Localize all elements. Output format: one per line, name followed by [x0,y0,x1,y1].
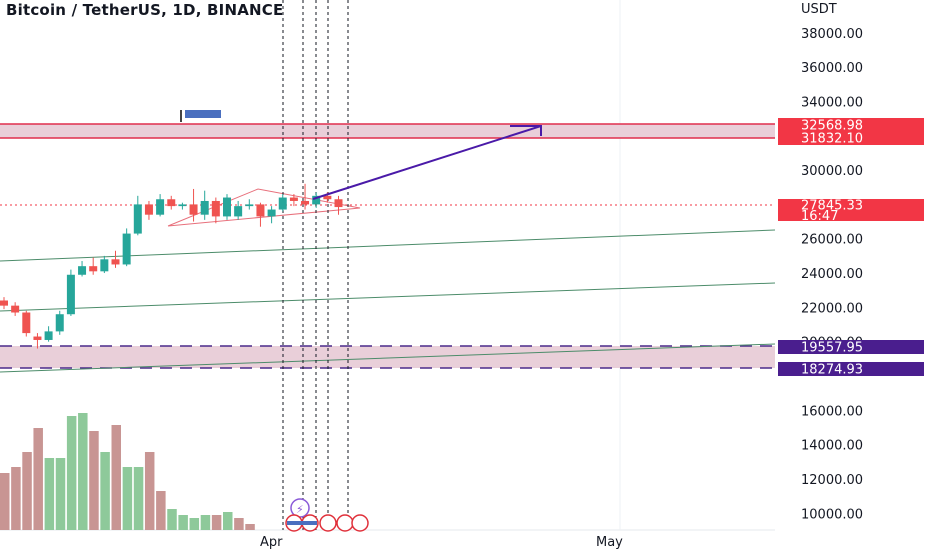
price-tick-label: 14000.00 [801,439,863,454]
price-tick-label: 36000.00 [801,61,863,76]
volume-bar [89,431,99,530]
channel-base-line[interactable] [0,343,776,373]
volume-bar [178,515,188,530]
candle-body[interactable] [234,206,243,217]
candles [0,183,343,349]
candle-body[interactable] [78,266,87,275]
event-flag-icon-5[interactable] [351,514,369,532]
support-top-badge-text: 19557.95 [801,341,863,356]
candle-body[interactable] [111,259,120,265]
candle-body[interactable] [89,266,98,272]
support-zone[interactable] [0,346,775,368]
volume-bar [0,473,10,530]
candle-body[interactable] [211,200,220,217]
volume-bar [122,467,133,530]
volume-bar [44,458,55,530]
candle-body[interactable] [301,200,310,205]
flag-icon[interactable] [185,110,221,118]
event-flag-icon-4[interactable] [336,514,354,532]
volume-bar [223,512,233,530]
time-label-apr: Apr [260,535,283,550]
candle-body[interactable] [100,259,109,272]
resistance-top-badge[interactable] [778,118,924,132]
last-price-badge[interactable] [778,199,924,221]
volume-bar [33,428,43,530]
volume-bar [100,452,110,530]
candle-body[interactable] [133,204,142,234]
candle-body[interactable] [323,195,332,200]
price-tick-label: 38000.00 [801,27,863,42]
resistance-top-badge-text: 32568.98 [801,119,863,134]
resistance-zone[interactable] [0,124,775,138]
candle-body[interactable] [144,204,153,215]
price-tick-label: 10000.00 [801,507,863,522]
projection-arrow-head[interactable] [510,125,542,136]
price-tick-label: 34000.00 [801,95,863,110]
candle-body[interactable] [66,274,75,315]
volume-bar [144,452,155,530]
candle-body[interactable] [11,305,20,313]
projection-arrow-line[interactable] [312,125,542,200]
volume-bar [11,467,21,530]
price-tick-label: 30000.00 [801,164,863,179]
price-axis-panel[interactable] [775,0,932,550]
volume-bar [55,458,66,530]
volume-bar [189,518,200,530]
price-tick-label: 16000.00 [801,404,863,419]
channel-lower-line[interactable] [0,282,776,312]
price-axis-unit: USDT [801,2,837,17]
candle-body[interactable] [200,200,209,215]
last-price-value: 27845.33 [801,199,863,214]
candle-body[interactable] [245,204,254,207]
lightning-icon-glyph: ⚡ [296,503,304,516]
volume-bar [22,452,32,530]
candle-body[interactable] [289,197,298,201]
support-bottom-badge[interactable] [778,362,924,376]
candle-body[interactable] [334,199,343,208]
event-flag-icon-3[interactable] [319,514,337,532]
candle-body[interactable] [33,336,42,340]
price-tick-label: 12000.00 [801,473,863,488]
support-bottom-badge-text: 18274.93 [801,363,863,378]
candle-body[interactable] [122,233,131,265]
flag-pole [180,110,182,122]
price-tick-label: 24000.00 [801,267,863,282]
candle-body[interactable] [267,209,276,217]
support-top-badge[interactable] [778,340,924,354]
resistance-bottom-badge-text: 31832.10 [801,132,863,147]
chart-title: Bitcoin / TetherUS, 1D, BINANCE [6,1,284,19]
candle-body[interactable] [156,199,165,215]
volume-bar [66,416,77,530]
volume-bar [133,467,144,530]
volume-bar [156,491,166,530]
candle-body[interactable] [55,314,64,332]
candle-body[interactable] [312,195,321,205]
channel-upper-line[interactable] [0,229,776,262]
resistance-bottom-badge[interactable] [778,131,924,145]
price-tick-label: 26000.00 [801,233,863,248]
candle-body[interactable] [223,197,231,217]
candle-body[interactable] [44,331,53,340]
candle-body[interactable] [167,199,176,207]
candle-body[interactable] [189,204,198,215]
candle-body[interactable] [22,312,31,334]
candle-body[interactable] [0,300,8,306]
price-ticks: 38000.00 36000.00 34000.00 30000.00 26000.00… [801,27,863,522]
candle-countdown: 16:47 [801,209,838,224]
candle-body[interactable] [256,204,265,217]
price-tick-label: 22000.00 [801,301,863,316]
event-bar-icon [287,521,317,525]
volume-bar [78,413,88,530]
volume-bar [167,509,177,530]
candle-body[interactable] [178,204,187,207]
volume-bar [234,518,244,530]
volume-bar [111,425,121,530]
time-label-may: May [596,535,623,550]
volume-bar [200,515,211,530]
volume-bars [0,413,255,530]
volume-bar [211,515,222,530]
candle-body[interactable] [278,197,287,210]
volume-bar [245,524,255,530]
